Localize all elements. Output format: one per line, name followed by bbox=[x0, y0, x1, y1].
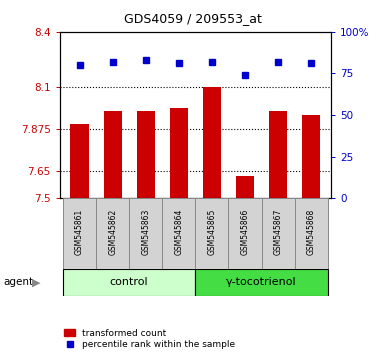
Bar bbox=[129, 198, 162, 269]
Text: GSM545863: GSM545863 bbox=[141, 209, 150, 256]
Bar bbox=[261, 198, 295, 269]
Bar bbox=[162, 198, 195, 269]
Bar bbox=[63, 269, 195, 296]
Bar bbox=[228, 198, 261, 269]
Text: GSM545868: GSM545868 bbox=[307, 209, 316, 255]
Text: GSM545862: GSM545862 bbox=[108, 209, 117, 255]
Bar bbox=[70, 124, 89, 198]
Text: control: control bbox=[110, 277, 149, 287]
Bar bbox=[104, 112, 122, 198]
Text: GSM545867: GSM545867 bbox=[274, 209, 283, 256]
Bar bbox=[269, 112, 287, 198]
Text: GDS4059 / 209553_at: GDS4059 / 209553_at bbox=[124, 12, 261, 25]
Text: GSM545865: GSM545865 bbox=[208, 209, 216, 256]
Bar bbox=[195, 198, 228, 269]
Bar bbox=[302, 115, 320, 198]
Bar bbox=[63, 198, 96, 269]
Bar bbox=[195, 269, 328, 296]
Bar bbox=[203, 87, 221, 198]
Text: GSM545861: GSM545861 bbox=[75, 209, 84, 255]
Bar bbox=[236, 176, 254, 198]
Text: GSM545864: GSM545864 bbox=[174, 209, 183, 256]
Legend: transformed count, percentile rank within the sample: transformed count, percentile rank withi… bbox=[64, 329, 235, 349]
Bar bbox=[96, 198, 129, 269]
Text: agent: agent bbox=[4, 277, 34, 287]
Text: γ-tocotrienol: γ-tocotrienol bbox=[226, 277, 297, 287]
Bar bbox=[137, 112, 155, 198]
Bar bbox=[295, 198, 328, 269]
Text: GSM545866: GSM545866 bbox=[241, 209, 249, 256]
Text: ▶: ▶ bbox=[32, 277, 41, 287]
Bar bbox=[170, 108, 188, 198]
